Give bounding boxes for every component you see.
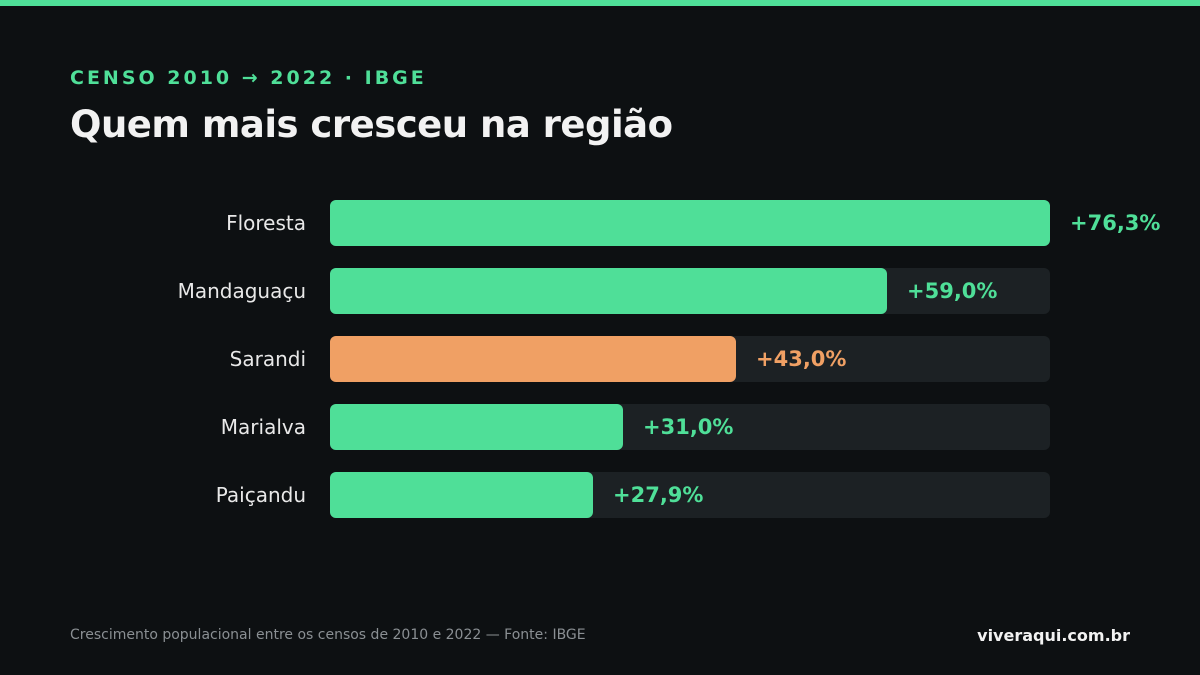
bar-row: Floresta +76,3% <box>0 200 1200 246</box>
value-label: +59,0% <box>907 279 998 303</box>
bar <box>330 200 1050 246</box>
bar-chart: Floresta +76,3% Mandaguaçu +59,0% Sarandi +43… <box>0 200 1200 530</box>
category-label: Mandaguaçu <box>177 279 306 303</box>
bar <box>330 404 623 450</box>
top-accent-bar <box>0 0 1200 6</box>
source-footnote: Crescimento populacional entre os censos… <box>70 627 586 643</box>
value-label: +27,9% <box>613 483 704 507</box>
category-label: Paiçandu <box>215 483 306 507</box>
bar-row: Paiçandu +27,9% <box>0 472 1200 518</box>
bar <box>330 336 736 382</box>
category-label: Floresta <box>226 211 306 235</box>
category-label: Sarandi <box>229 347 306 371</box>
value-label: +31,0% <box>643 415 734 439</box>
category-label: Marialva <box>220 415 306 439</box>
value-label: +76,3% <box>1070 211 1161 235</box>
bar <box>330 268 887 314</box>
bar-row: Marialva +31,0% <box>0 404 1200 450</box>
bar-row: Mandaguaçu +59,0% <box>0 268 1200 314</box>
chart-eyebrow: CENSO 2010 → 2022 · IBGE <box>70 67 427 89</box>
bar-row: Sarandi +43,0% <box>0 336 1200 382</box>
chart-title: Quem mais cresceu na região <box>70 103 673 146</box>
brand-link[interactable]: viveraqui.com.br <box>977 626 1130 645</box>
bar <box>330 472 593 518</box>
value-label: +43,0% <box>756 347 847 371</box>
